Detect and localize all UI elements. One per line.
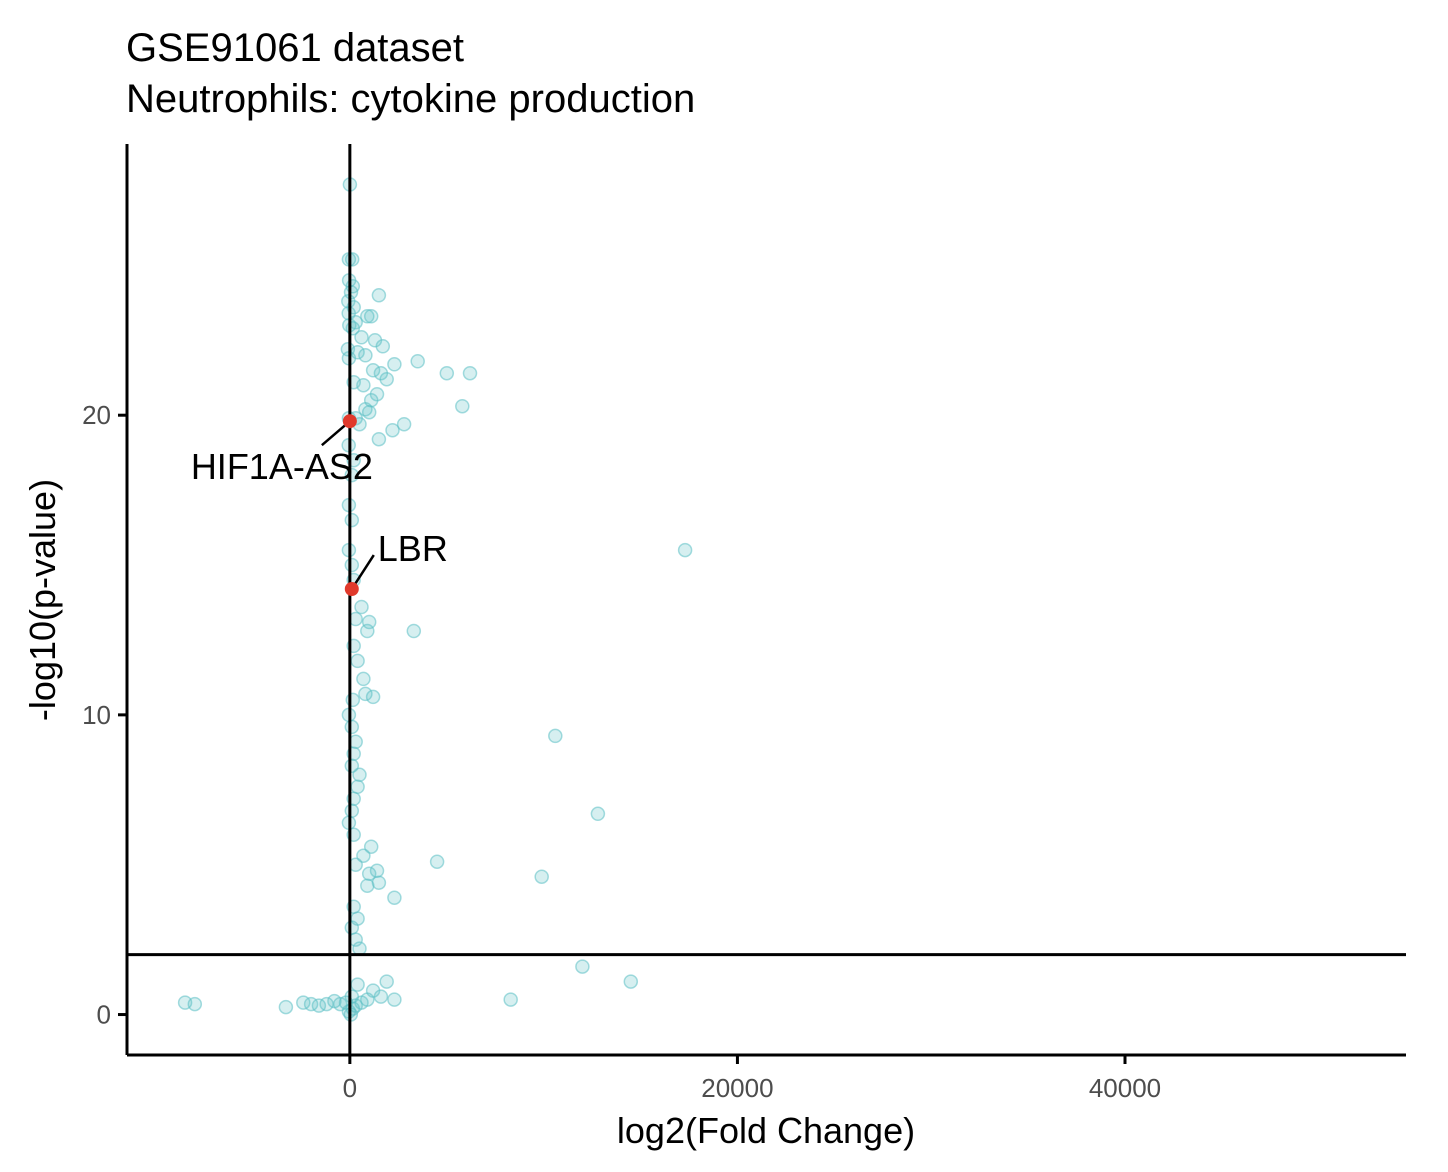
data-point — [534, 869, 549, 884]
data-point — [358, 686, 373, 702]
highlighted-point-hif1a-as2 — [342, 414, 357, 429]
data-point — [379, 974, 394, 989]
data-point — [356, 848, 371, 863]
data-point — [379, 371, 394, 387]
data-point — [360, 992, 375, 1007]
data-point — [375, 339, 391, 354]
data-point — [575, 959, 590, 974]
data-point — [345, 692, 361, 708]
data-point — [344, 512, 360, 528]
y-tick-label: 0 — [97, 1000, 111, 1030]
data-point — [406, 623, 422, 639]
data-point — [356, 377, 371, 393]
data-point — [187, 996, 203, 1012]
data-point — [296, 995, 311, 1010]
data-point — [344, 719, 360, 735]
x-ticks: 0 20000 40000 — [343, 1055, 1161, 1103]
y-tick-label: 20 — [82, 400, 111, 430]
data-point — [365, 363, 381, 378]
x-tick-label: 40000 — [1089, 1073, 1161, 1103]
x-tick-label: 20000 — [701, 1073, 773, 1103]
data-point — [363, 309, 379, 324]
gene-label-hif1a-as2: HIF1A-AS2 — [191, 446, 373, 487]
data-point — [344, 920, 360, 935]
data-point — [278, 999, 294, 1015]
data-point — [350, 653, 365, 669]
data-point — [623, 974, 639, 989]
data-point — [344, 557, 360, 573]
data-point — [360, 309, 375, 324]
chart-subtitle: Neutrophils: cytokine production — [126, 77, 695, 121]
y-tick-label: 10 — [82, 700, 111, 730]
data-point — [429, 854, 445, 869]
x-tick-label: 0 — [343, 1073, 357, 1103]
data-point — [462, 365, 478, 381]
data-point — [358, 348, 373, 363]
data-point — [360, 623, 375, 639]
data-point — [410, 354, 425, 369]
highlighted-point-lbr — [344, 582, 359, 597]
data-point — [371, 288, 387, 303]
data-point — [360, 878, 375, 893]
chart-title: GSE91061 dataset — [126, 26, 464, 70]
x-axis: 0 20000 40000 — [127, 1053, 1406, 1103]
data-point — [361, 404, 377, 420]
data-point — [590, 806, 606, 822]
data-point — [387, 992, 402, 1007]
data-point — [354, 330, 369, 345]
data-point — [385, 422, 400, 438]
data-point — [350, 977, 365, 992]
gene-label-lbr: LBR — [378, 528, 448, 569]
x-axis-title: log2(Fold Change) — [617, 1110, 915, 1151]
data-point — [387, 357, 402, 372]
data-point — [503, 992, 518, 1007]
data-point — [396, 416, 412, 432]
data-point — [387, 890, 402, 905]
data-point — [344, 252, 360, 267]
data-point — [363, 839, 379, 854]
data-point — [455, 398, 470, 414]
data-point — [350, 779, 365, 795]
data-point — [373, 989, 389, 1004]
data-point — [548, 728, 563, 744]
y-axis-title: -log10(p-value) — [22, 479, 63, 721]
data-point — [345, 1001, 361, 1016]
data-point — [356, 671, 371, 687]
data-point — [327, 993, 342, 1009]
data-point — [344, 803, 360, 819]
data-point — [354, 599, 369, 615]
data-point — [352, 767, 367, 783]
data-point — [439, 365, 455, 381]
points-layer — [177, 177, 693, 1022]
y-axis: 0 10 20 — [82, 144, 129, 1055]
data-point — [371, 431, 387, 447]
data-point — [677, 542, 693, 558]
y-ticks: 0 10 20 — [82, 400, 127, 1030]
data-point — [365, 689, 381, 705]
